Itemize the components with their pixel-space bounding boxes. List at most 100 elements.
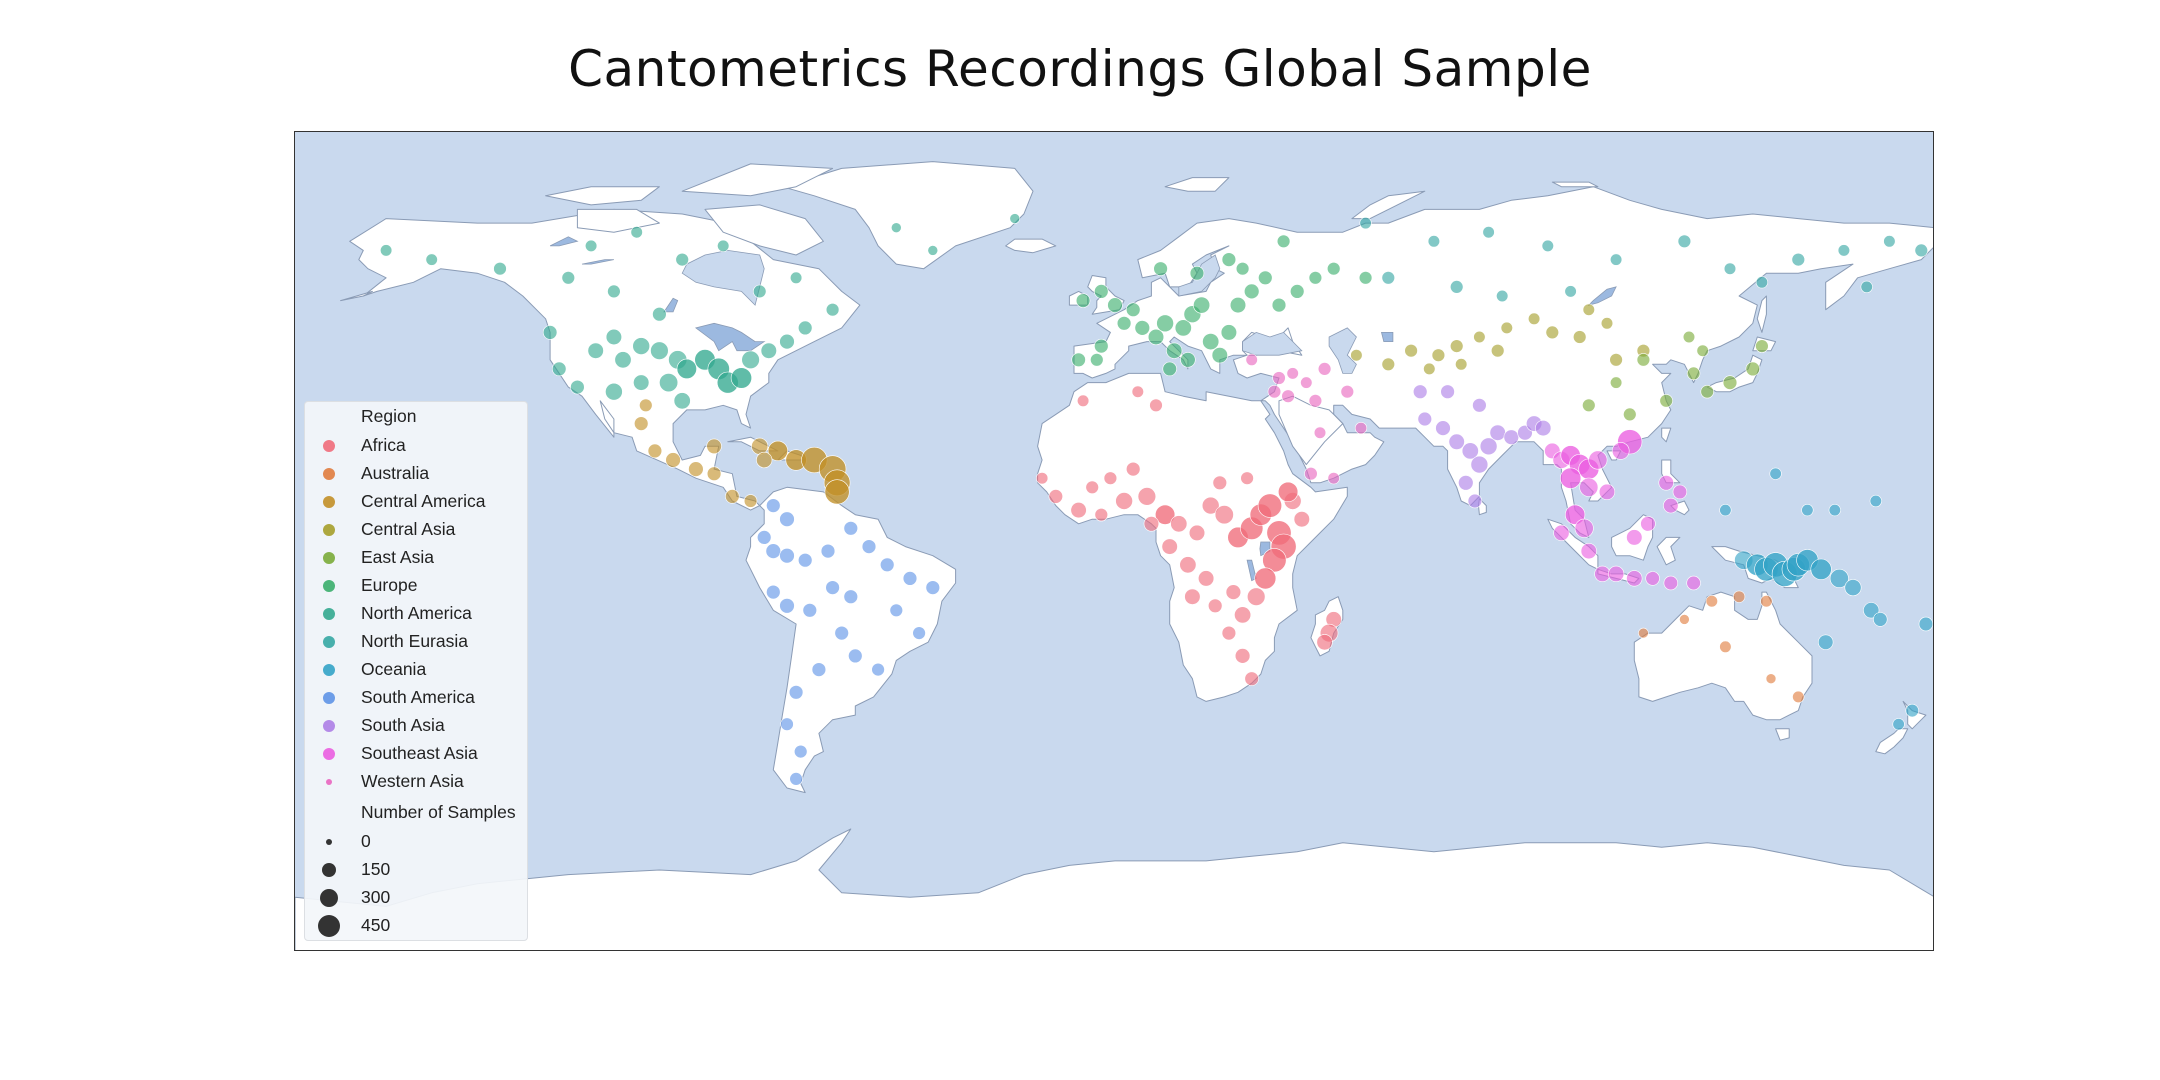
point-africa[interactable] <box>1293 511 1310 528</box>
point-oceania[interactable] <box>1829 568 1849 588</box>
point-africa[interactable] <box>1103 471 1118 485</box>
point-north-america[interactable] <box>760 342 777 359</box>
point-southeast-asia[interactable] <box>1686 575 1701 591</box>
point-north-eurasia[interactable] <box>1914 243 1929 258</box>
point-south-america[interactable] <box>811 662 827 677</box>
point-north-eurasia[interactable] <box>1496 289 1509 303</box>
point-central-america[interactable] <box>665 452 681 468</box>
point-north-eurasia[interactable] <box>1723 262 1737 275</box>
point-europe[interactable] <box>1189 266 1205 281</box>
point-europe[interactable] <box>1221 252 1237 267</box>
point-central-asia[interactable] <box>1350 349 1363 362</box>
point-africa[interactable] <box>1201 496 1220 515</box>
point-north-eurasia[interactable] <box>1541 239 1554 252</box>
point-oceania[interactable] <box>1810 558 1832 580</box>
point-north-america[interactable] <box>552 361 567 377</box>
point-south-america[interactable] <box>802 603 817 618</box>
point-australia[interactable] <box>1705 595 1718 608</box>
point-south-america[interactable] <box>843 589 858 604</box>
point-central-america[interactable] <box>725 489 740 504</box>
point-south-america[interactable] <box>820 543 836 559</box>
point-australia[interactable] <box>1765 673 1777 685</box>
point-western-asia[interactable] <box>1354 422 1368 435</box>
point-north-eurasia[interactable] <box>1837 244 1850 257</box>
point-south-america[interactable] <box>902 571 918 586</box>
point-europe[interactable] <box>1326 262 1341 276</box>
point-europe[interactable] <box>1202 333 1220 351</box>
point-central-asia[interactable] <box>1609 353 1623 367</box>
point-south-america[interactable] <box>834 625 849 641</box>
point-europe[interactable] <box>1308 271 1323 285</box>
point-africa[interactable] <box>1085 480 1099 494</box>
point-europe[interactable] <box>1174 319 1192 337</box>
point-south-asia[interactable] <box>1489 424 1506 441</box>
point-north-america[interactable] <box>605 328 623 346</box>
point-europe[interactable] <box>1243 283 1260 300</box>
point-southeast-asia[interactable] <box>1626 529 1643 546</box>
point-central-asia[interactable] <box>1404 344 1418 358</box>
point-western-asia[interactable] <box>1286 367 1299 380</box>
point-central-asia[interactable] <box>1545 325 1560 340</box>
point-oceania[interactable] <box>1869 494 1882 508</box>
point-western-asia[interactable] <box>1308 394 1323 408</box>
point-east-asia[interactable] <box>1682 330 1696 344</box>
point-south-america[interactable] <box>780 717 794 731</box>
point-central-america[interactable] <box>706 438 722 454</box>
point-africa[interactable] <box>1225 584 1242 600</box>
point-central-asia[interactable] <box>1423 362 1436 375</box>
world-map[interactable] <box>294 131 1934 951</box>
point-east-asia[interactable] <box>1696 344 1709 357</box>
point-oceania[interactable] <box>1769 467 1782 480</box>
point-east-asia[interactable] <box>1582 398 1596 412</box>
point-africa[interactable] <box>1244 671 1259 686</box>
point-central-asia[interactable] <box>1600 317 1614 330</box>
point-australia[interactable] <box>1679 614 1690 625</box>
point-africa[interactable] <box>1277 481 1299 503</box>
point-north-america[interactable] <box>607 284 621 299</box>
point-south-asia[interactable] <box>1448 433 1465 450</box>
point-north-eurasia[interactable] <box>1609 253 1623 266</box>
point-south-america[interactable] <box>757 530 772 545</box>
point-southeast-asia[interactable] <box>1611 442 1630 460</box>
point-southeast-asia[interactable] <box>1553 524 1570 542</box>
point-oceania[interactable] <box>1905 703 1919 718</box>
point-africa[interactable] <box>1207 598 1223 613</box>
point-southeast-asia[interactable] <box>1640 516 1656 532</box>
point-africa[interactable] <box>1254 567 1277 590</box>
point-australia[interactable] <box>1760 595 1773 608</box>
point-east-asia[interactable] <box>1609 376 1623 389</box>
point-east-asia[interactable] <box>1745 361 1761 377</box>
point-southeast-asia[interactable] <box>1645 571 1660 586</box>
point-africa[interactable] <box>1316 634 1333 651</box>
point-europe[interactable] <box>1071 352 1086 368</box>
point-south-america[interactable] <box>925 580 940 595</box>
point-southeast-asia[interactable] <box>1658 475 1674 491</box>
point-western-asia[interactable] <box>1313 426 1327 439</box>
point-africa[interactable] <box>1214 505 1234 525</box>
point-south-america[interactable] <box>861 539 877 554</box>
point-europe[interactable] <box>1116 316 1132 331</box>
point-africa[interactable] <box>1246 587 1266 606</box>
point-central-america[interactable] <box>639 398 653 412</box>
point-north-america[interactable] <box>753 284 767 299</box>
point-europe[interactable] <box>1258 270 1273 286</box>
point-north-america[interactable] <box>587 342 604 359</box>
point-europe[interactable] <box>1271 297 1287 313</box>
point-north-america[interactable] <box>425 253 438 266</box>
point-oceania[interactable] <box>1863 602 1880 619</box>
point-south-america[interactable] <box>843 521 858 536</box>
point-south-asia[interactable] <box>1479 437 1498 456</box>
point-western-asia[interactable] <box>1267 385 1282 399</box>
point-oceania[interactable] <box>1844 579 1862 597</box>
point-south-asia[interactable] <box>1412 384 1428 399</box>
point-africa[interactable] <box>1143 516 1160 532</box>
point-central-asia[interactable] <box>1449 339 1464 353</box>
point-north-eurasia[interactable] <box>1860 280 1873 293</box>
point-south-america[interactable] <box>848 648 863 664</box>
point-central-asia[interactable] <box>1527 312 1541 325</box>
point-oceania[interactable] <box>1828 504 1841 517</box>
point-africa[interactable] <box>1137 487 1157 506</box>
point-north-america[interactable] <box>825 303 840 317</box>
point-central-america[interactable] <box>706 466 722 481</box>
point-europe[interactable] <box>1075 293 1091 308</box>
